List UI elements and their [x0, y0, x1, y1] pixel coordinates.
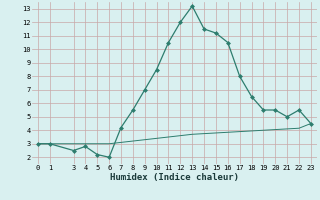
X-axis label: Humidex (Indice chaleur): Humidex (Indice chaleur) [110, 173, 239, 182]
